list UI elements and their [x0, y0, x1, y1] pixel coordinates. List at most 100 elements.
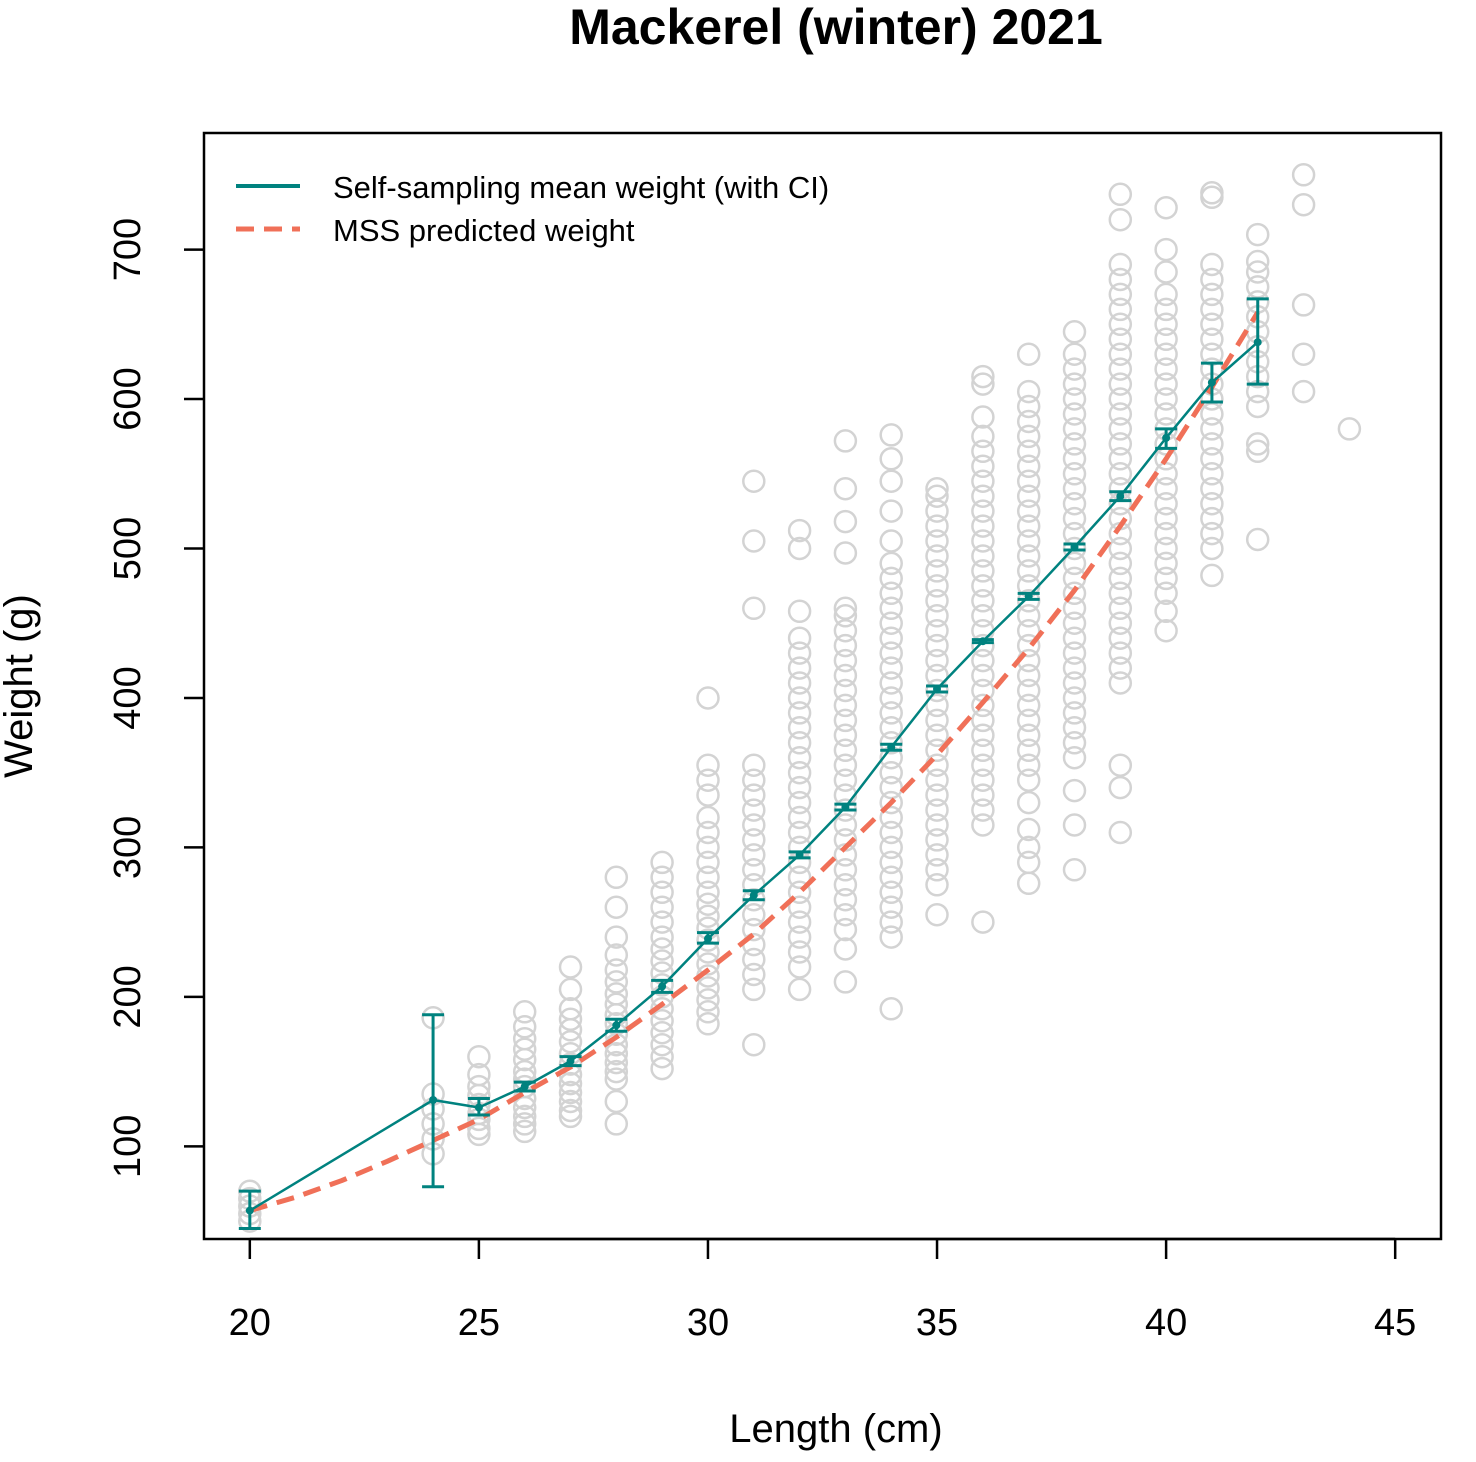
observation-point	[512, 1026, 537, 1051]
observation-point	[833, 813, 858, 837]
observation-point	[558, 1104, 583, 1129]
observation-point	[1016, 768, 1041, 792]
observation-point	[696, 850, 720, 875]
observation-point	[742, 469, 766, 493]
observation-point	[1062, 417, 1087, 441]
observation-point	[879, 997, 903, 1021]
observation-point	[742, 783, 766, 807]
observation-point	[879, 566, 903, 591]
observation-point	[879, 775, 903, 800]
observation-point	[879, 760, 903, 785]
ci-error-bar	[1155, 427, 1178, 450]
observation-point	[787, 775, 812, 800]
observation-point	[512, 1000, 537, 1024]
observation-point	[787, 820, 812, 845]
observation-point	[604, 925, 629, 949]
observation-point	[971, 753, 995, 777]
observation-point	[971, 364, 995, 389]
observation-point	[1108, 282, 1133, 307]
observation-point	[742, 828, 766, 852]
observation-point	[650, 1056, 674, 1081]
observation-point	[467, 1116, 491, 1141]
observation-point	[696, 835, 720, 860]
observation-point	[971, 723, 995, 748]
observation-point	[925, 633, 949, 658]
observation-point	[1062, 656, 1087, 680]
ci-error-bar	[926, 684, 949, 694]
mean-point	[749, 891, 758, 900]
observation-point	[879, 925, 903, 949]
mean-point	[612, 1021, 621, 1030]
y-tick-label: 600	[107, 367, 149, 430]
observation-point	[1016, 738, 1041, 763]
observation-point	[650, 1044, 674, 1069]
observation-point	[1108, 626, 1133, 650]
observation-point	[925, 499, 949, 523]
observation-point	[1108, 656, 1133, 680]
ci-error-bar	[742, 889, 765, 902]
observation-point	[1154, 327, 1178, 352]
observation-point	[787, 626, 812, 650]
mean-point	[1253, 338, 1262, 347]
observation-point	[696, 768, 720, 792]
mean-point	[1162, 433, 1171, 442]
observation-point	[971, 405, 995, 429]
mean-point	[841, 803, 850, 812]
observation-point	[1154, 402, 1178, 426]
observation-point	[1200, 417, 1224, 441]
observation-point	[833, 618, 858, 643]
observation-point	[879, 551, 903, 576]
observation-point	[1062, 357, 1087, 381]
observation-point	[1108, 641, 1133, 665]
observation-point	[742, 596, 766, 621]
observation-point	[1062, 447, 1087, 471]
observation-point	[1108, 775, 1133, 800]
observation-point	[696, 753, 720, 777]
observation-point	[879, 701, 903, 725]
observation-point	[1062, 596, 1087, 621]
observation-point	[1108, 596, 1133, 621]
observation-point	[971, 529, 995, 553]
ci-error-bar	[467, 1097, 490, 1117]
ci-error-bar	[696, 931, 719, 945]
ci-error-bar	[1017, 591, 1040, 601]
observation-point	[925, 693, 949, 718]
observation-point	[879, 805, 903, 830]
observation-point	[1291, 379, 1316, 404]
observation-point	[1291, 163, 1316, 187]
observation-point	[1016, 871, 1041, 896]
observation-point	[1154, 491, 1178, 516]
observation-point	[1245, 432, 1270, 456]
observation-point	[604, 1059, 629, 1084]
observation-point	[1016, 529, 1041, 553]
y-axis: 100 200 300 400 500 600 700	[107, 218, 204, 1178]
observation-point	[1016, 693, 1041, 718]
mean-point	[429, 1096, 438, 1104]
observation-point	[1108, 447, 1133, 471]
y-tick-label: 200	[107, 965, 149, 1028]
observation-point	[833, 663, 858, 688]
observation-point	[696, 976, 720, 1000]
observation-point	[833, 541, 858, 565]
observation-point	[1108, 820, 1133, 845]
observation-point	[787, 641, 812, 665]
observation-point	[1291, 342, 1316, 366]
observation-point	[1062, 626, 1087, 650]
observation-point	[1016, 439, 1041, 464]
observation-point	[1062, 581, 1087, 606]
observation-point	[650, 1009, 674, 1033]
observation-point	[971, 663, 995, 688]
observation-point	[1108, 357, 1133, 381]
observation-point	[925, 828, 949, 852]
x-tick-label: 20	[229, 1302, 271, 1344]
observation-point	[971, 544, 995, 568]
observation-point	[1200, 506, 1224, 531]
x-tick-label: 40	[1145, 1302, 1187, 1344]
observation-point	[1200, 282, 1224, 307]
mean-point	[887, 743, 896, 752]
observation-point	[1108, 387, 1133, 411]
observation-point	[1016, 604, 1041, 628]
observation-point	[1108, 432, 1133, 456]
observation-point	[558, 1007, 583, 1032]
observation-point	[925, 723, 949, 748]
